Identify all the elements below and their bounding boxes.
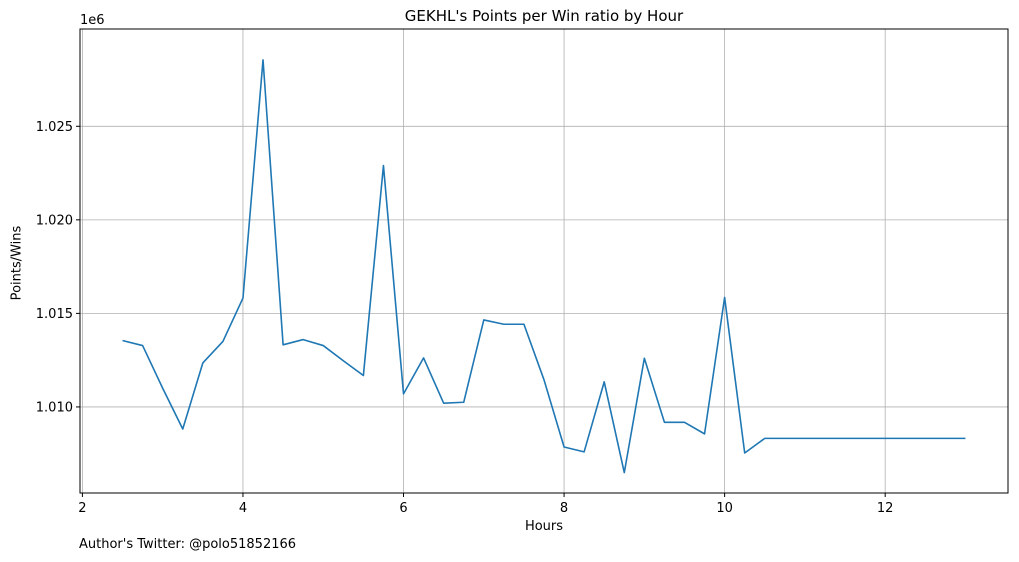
plot-frame <box>79 28 1009 494</box>
author-twitter-footer: Author's Twitter: @polo51852166 <box>79 537 297 552</box>
x-tick-label: 10 <box>716 501 733 516</box>
x-axis-ticks: 2 4 6 8 10 12 <box>78 493 893 516</box>
y-axis-label: Points/Wins <box>9 225 25 301</box>
x-tick-label: 8 <box>560 501 568 516</box>
series-group <box>122 59 966 474</box>
y-tick-label: 1.010 <box>36 400 73 415</box>
x-tick-label: 4 <box>239 501 247 516</box>
x-axis-label: Hours <box>524 519 564 534</box>
y-tick-label: 1.015 <box>36 307 73 322</box>
y-tick-label: 1.020 <box>36 213 73 228</box>
x-tick-label: 2 <box>78 501 86 516</box>
chart-title: GEKHL's Points per Win ratio by Hour <box>404 7 684 25</box>
series-line <box>122 59 966 474</box>
y-tick-label: 1.025 <box>36 120 73 135</box>
grid-lines <box>80 29 1008 493</box>
y-offset-label: 1e6 <box>80 13 105 28</box>
x-tick-label: 6 <box>399 501 407 516</box>
x-tick-label: 12 <box>877 501 894 516</box>
y-axis-ticks: 1.010 1.015 1.020 1.025 <box>36 120 80 415</box>
